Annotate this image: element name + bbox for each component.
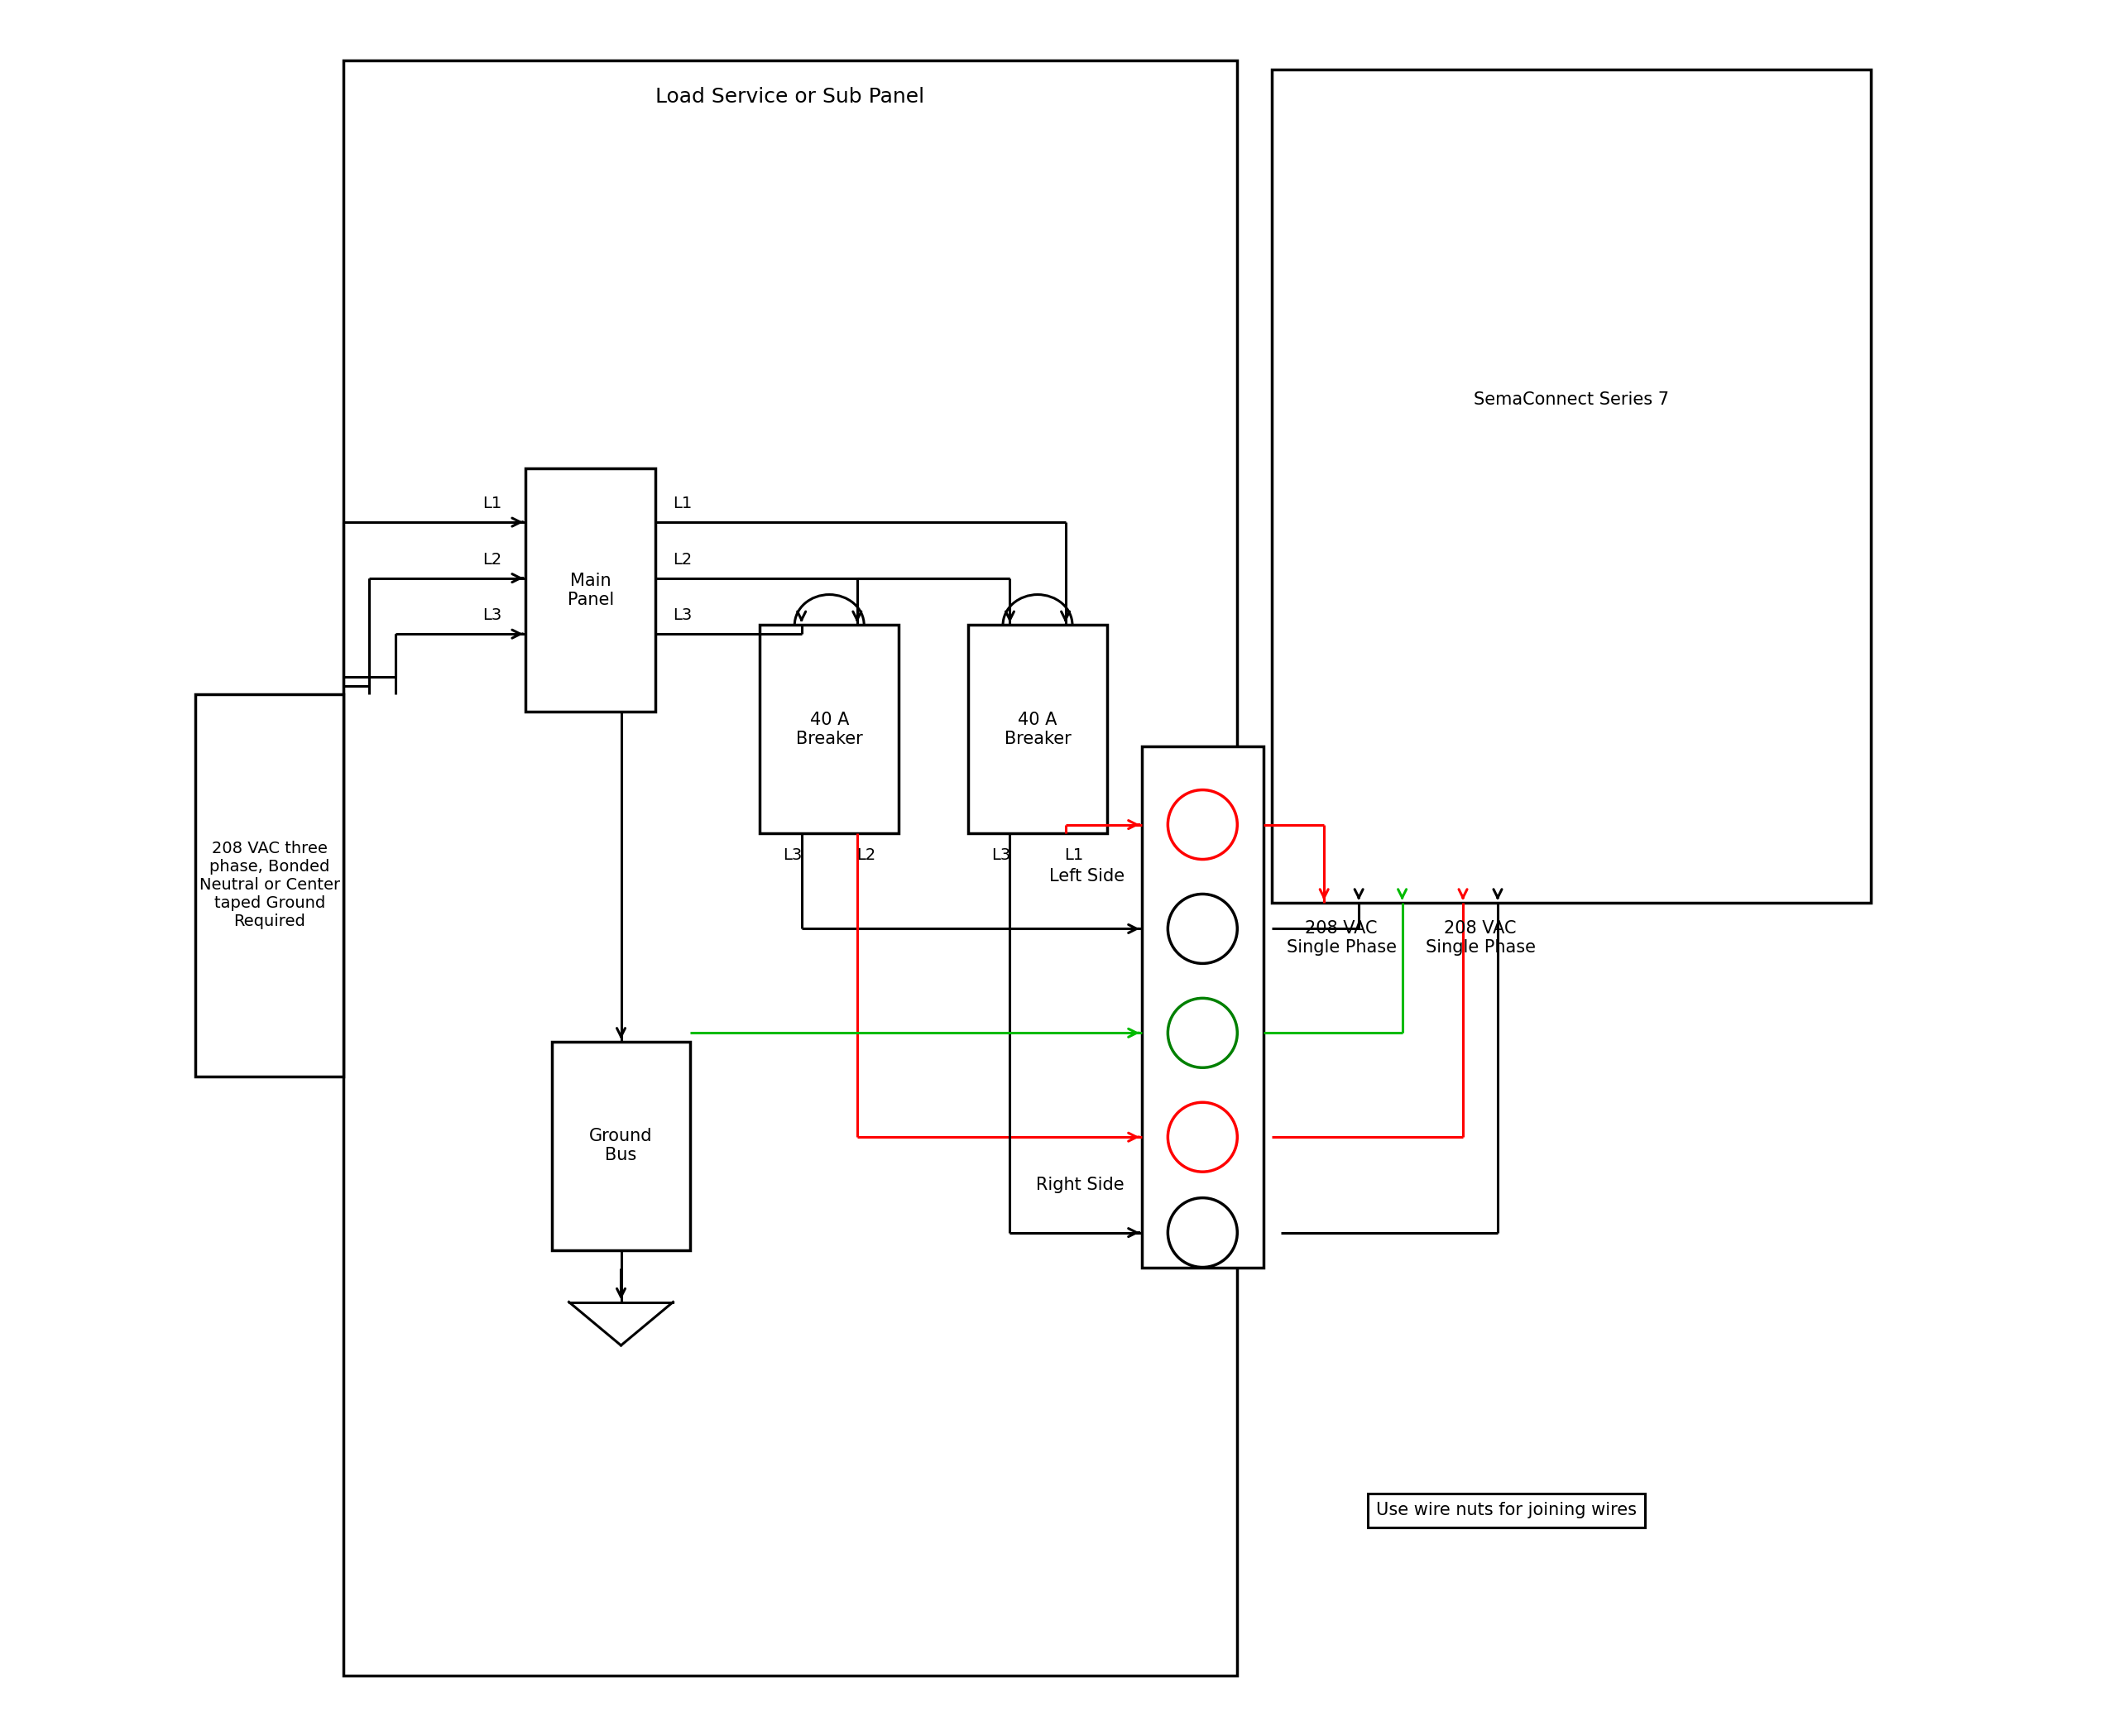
Text: Right Side: Right Side [1036, 1177, 1125, 1193]
Bar [1272, 69, 1872, 903]
Text: 40 A
Breaker: 40 A Breaker [1004, 712, 1072, 746]
Text: Main
Panel: Main Panel [568, 573, 614, 608]
Text: L2: L2 [673, 552, 692, 568]
Bar [760, 625, 899, 833]
Text: L3: L3 [673, 608, 692, 623]
Bar [551, 1042, 690, 1250]
Text: Ground
Bus: Ground Bus [589, 1128, 652, 1163]
Text: L3: L3 [992, 847, 1011, 863]
Text: Load Service or Sub Panel: Load Service or Sub Panel [656, 87, 924, 106]
Bar [525, 469, 656, 712]
Text: 208 VAC
Single Phase: 208 VAC Single Phase [1287, 920, 1397, 957]
Bar [196, 694, 344, 1076]
Text: L2: L2 [857, 847, 876, 863]
Text: SemaConnect Series 7: SemaConnect Series 7 [1473, 391, 1669, 408]
Text: 208 VAC
Single Phase: 208 VAC Single Phase [1424, 920, 1536, 957]
Text: L1: L1 [1063, 847, 1085, 863]
Text: L3: L3 [481, 608, 502, 623]
Text: L2: L2 [481, 552, 502, 568]
Text: L3: L3 [783, 847, 802, 863]
Text: Left Side: Left Side [1049, 868, 1125, 885]
Text: 208 VAC three
phase, Bonded
Neutral or Center
taped Ground
Required: 208 VAC three phase, Bonded Neutral or C… [198, 840, 340, 930]
Bar [968, 625, 1108, 833]
Text: Use wire nuts for joining wires: Use wire nuts for joining wires [1376, 1502, 1637, 1519]
Bar [344, 61, 1236, 1675]
Bar [1142, 746, 1264, 1267]
Text: L1: L1 [481, 496, 502, 512]
Text: 40 A
Breaker: 40 A Breaker [795, 712, 863, 746]
Text: L1: L1 [673, 496, 692, 512]
